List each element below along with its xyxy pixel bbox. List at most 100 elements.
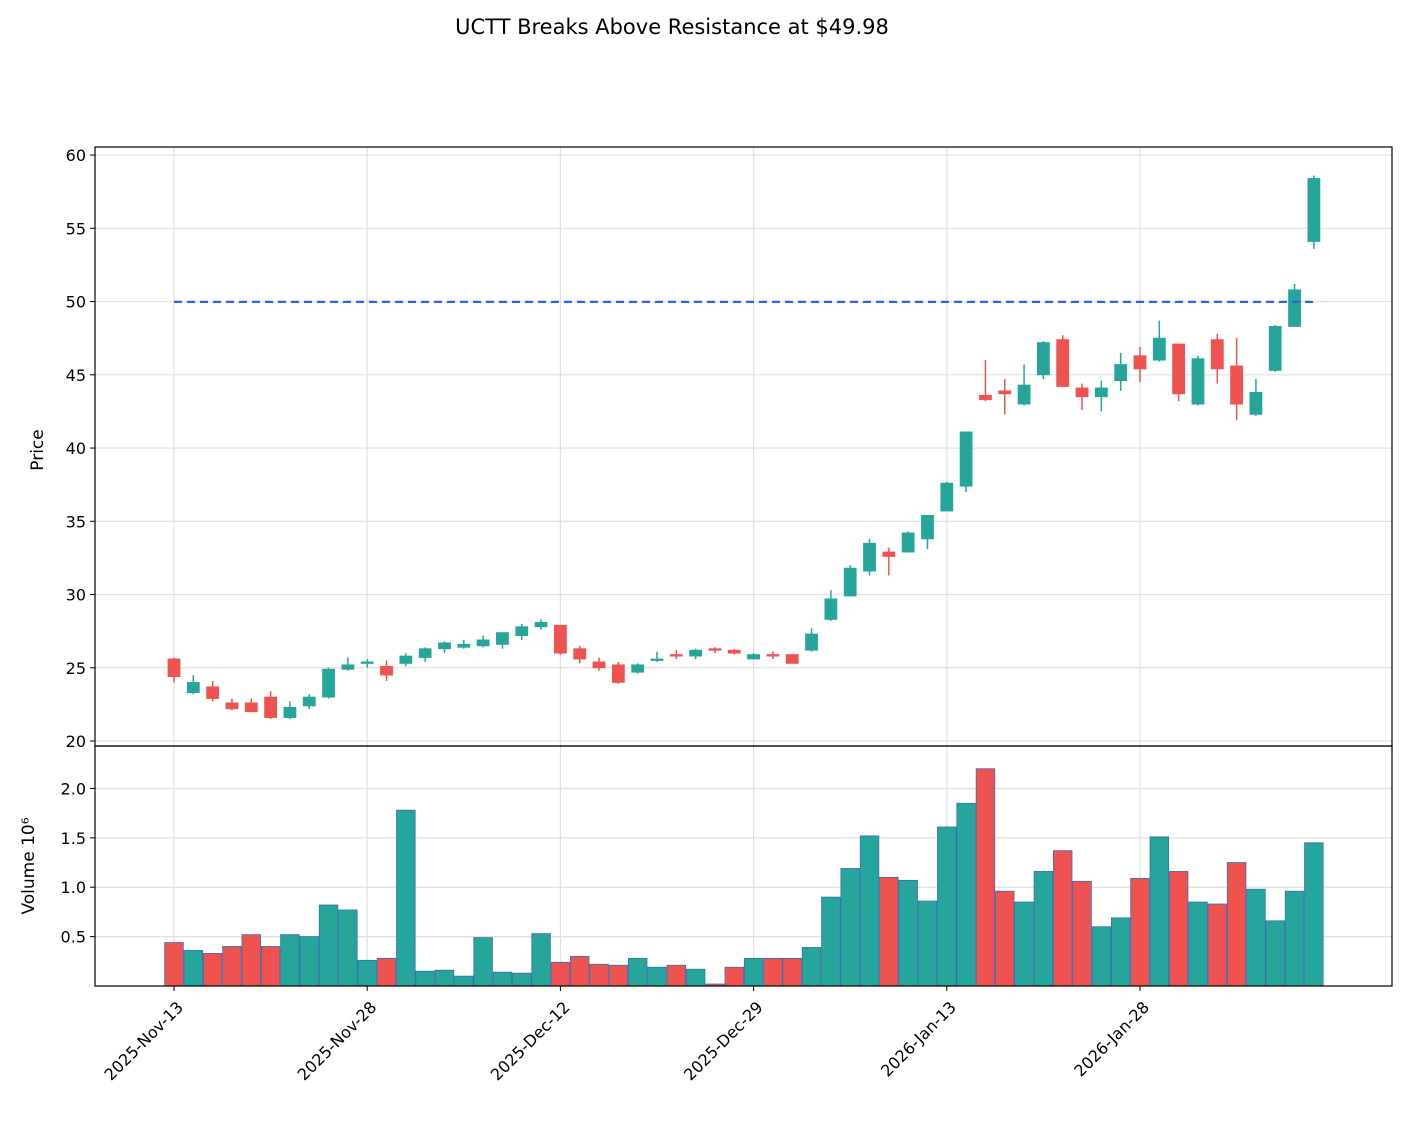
volume-bar (1207, 903, 1227, 987)
y-tick-label: 35 (66, 512, 86, 531)
volume-bar (666, 964, 687, 987)
volume-bar (859, 835, 880, 987)
candle-body (1307, 178, 1321, 242)
candle-body (1152, 337, 1166, 361)
volume-bar (222, 946, 242, 987)
candle-body (863, 542, 876, 572)
candle-body (727, 649, 741, 654)
candle-body (264, 696, 278, 718)
candle-body (901, 532, 915, 553)
y-tick-label: 1.0 (61, 878, 86, 897)
volume-bar (1149, 836, 1170, 987)
volume-bar (299, 936, 319, 987)
candle-body (1172, 343, 1186, 395)
volume-bar (879, 876, 899, 987)
candle-body (225, 702, 239, 710)
candle-body (457, 643, 471, 648)
y-tick-label: 40 (66, 439, 86, 458)
candle-body (824, 598, 838, 620)
volume-bar (608, 964, 629, 987)
volume-bar (1226, 862, 1247, 987)
candle-body (438, 642, 451, 650)
price-frame (94, 146, 1393, 747)
candle-body (1075, 387, 1089, 398)
volume-bar (434, 969, 455, 987)
volume-axis-label: Volume 10⁶ (19, 817, 39, 914)
volume-bar (995, 890, 1015, 987)
candle-body (380, 665, 393, 676)
candle-body (496, 632, 509, 645)
y-tick-label: 50 (66, 293, 86, 312)
volume-frame (94, 745, 1393, 987)
candle-body (1288, 289, 1301, 327)
volume-bar (975, 768, 996, 987)
volume-bar (550, 961, 571, 987)
y-tick-label: 0.5 (61, 928, 86, 947)
candle-body (650, 658, 664, 661)
volume-bar (241, 934, 261, 987)
x-tick-label: 2025-Nov-13 (101, 998, 188, 1085)
volume-bar (260, 946, 281, 987)
volume-bar (1053, 850, 1073, 987)
candle-body (805, 633, 818, 651)
y-tick-label: 60 (66, 146, 86, 165)
candle-body (476, 639, 490, 647)
volume-bar (318, 904, 339, 987)
candle-body (785, 654, 799, 664)
volume-bar (1246, 888, 1266, 987)
x-tick-label: 2026-Jan-28 (1070, 998, 1153, 1081)
candle-body (186, 682, 200, 694)
candle-body (921, 515, 934, 540)
candle-body (843, 567, 857, 597)
y-tick-label: 2.0 (61, 779, 86, 798)
candle-body (1017, 384, 1031, 405)
volume-bar (338, 909, 358, 987)
candle-body (1056, 339, 1070, 387)
volume-bar (280, 934, 300, 987)
candle-body (747, 654, 760, 660)
candle-body (611, 664, 625, 683)
volume-bar (357, 959, 377, 987)
y-tick-label: 20 (66, 732, 86, 751)
candle-body (360, 661, 374, 664)
candle-body (940, 482, 954, 512)
candle-body (708, 648, 722, 651)
volume-bar (647, 966, 667, 987)
candle-body (998, 390, 1012, 395)
volume-bar (164, 942, 184, 987)
candle-body (631, 664, 645, 673)
volume-bar (898, 879, 918, 987)
x-tick-label: 2026-Jan-13 (877, 998, 960, 1081)
volume-bar (1130, 877, 1150, 987)
volume-bar (492, 971, 513, 987)
volume-bar (183, 950, 204, 987)
candle-body (302, 696, 316, 707)
candle-body (515, 626, 529, 636)
volume-bar (396, 809, 416, 987)
volume-bar (1265, 920, 1285, 987)
candle-body (1094, 387, 1108, 398)
candle-body (1268, 326, 1282, 371)
candle-body (534, 621, 548, 628)
volume-bar (1284, 890, 1305, 987)
candle-body (766, 654, 780, 657)
volume-bar (627, 957, 648, 987)
candle-body (1210, 339, 1224, 370)
volume-bar (840, 868, 860, 987)
volume-bar (821, 896, 841, 987)
candle-body (979, 394, 992, 401)
candle-body (1249, 391, 1263, 415)
volume-bar (956, 802, 976, 987)
volume-bar (937, 826, 957, 987)
y-tick-label: 30 (66, 586, 86, 605)
x-tick-label: 2025-Dec-12 (487, 998, 574, 1085)
volume-bar (724, 966, 744, 987)
volume-bar (454, 975, 474, 987)
volume-bar (743, 957, 764, 987)
candle-body (322, 668, 335, 698)
y-axis-label: Price (28, 429, 48, 470)
candle-body (167, 658, 181, 677)
volume-bar (1168, 871, 1189, 987)
candle-body (669, 654, 683, 657)
candle-body (882, 551, 896, 557)
